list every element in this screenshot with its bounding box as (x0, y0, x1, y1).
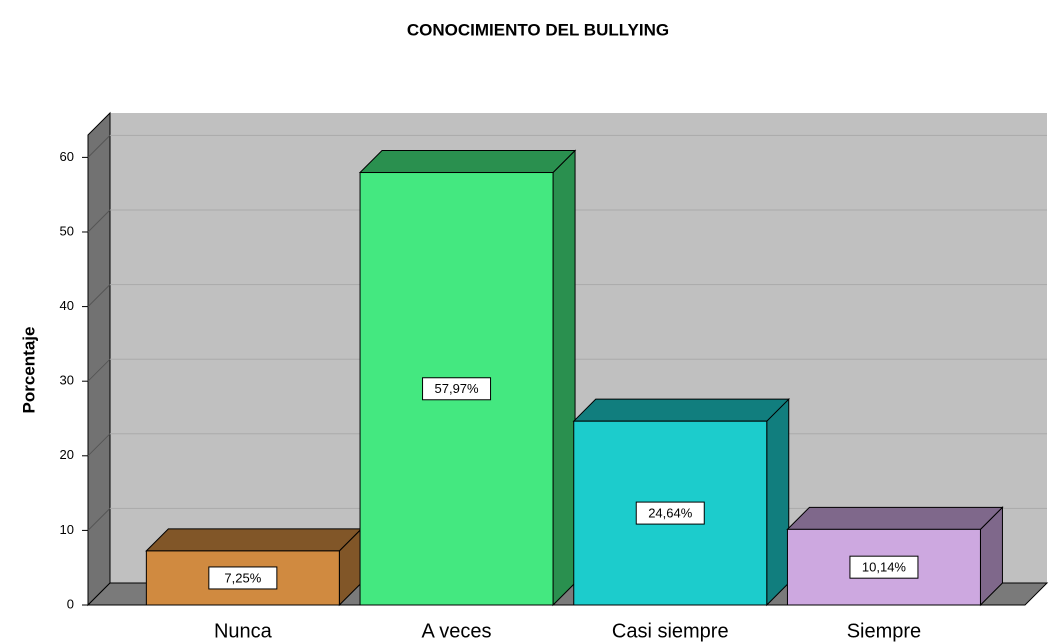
bar-side (552, 149, 576, 607)
y-axis-label: Porcentaje (19, 327, 38, 414)
grid-line-side (87, 433, 111, 457)
left-wall (87, 111, 111, 607)
y-tick-label: 50 (60, 223, 74, 238)
value-label: 24,64% (648, 506, 693, 521)
grid-line-side (87, 209, 111, 233)
bar-top (572, 398, 790, 422)
value-label-box (635, 501, 705, 525)
back-wall (110, 113, 1047, 583)
grid-line-side (87, 358, 111, 382)
y-tick-label: 0 (67, 596, 74, 611)
chart-title: CONOCIMIENTO DEL BULLYING (407, 20, 669, 39)
y-tick-label: 40 (60, 298, 74, 313)
y-tick-label: 20 (60, 447, 74, 462)
grid-line-side (87, 284, 111, 307)
value-label: 57,97% (435, 381, 480, 396)
x-tick-label: Siempre (847, 620, 921, 642)
value-label-box (422, 377, 492, 401)
grid-line-side (87, 508, 111, 531)
y-tick-label: 30 (60, 373, 74, 388)
y-tick-label: 10 (60, 522, 74, 537)
grid-line-side (87, 135, 111, 158)
x-tick-label: A veces (422, 620, 492, 642)
value-label: 7,25% (224, 570, 261, 585)
y-tick-label: 60 (60, 149, 74, 164)
value-label-box (849, 555, 919, 579)
x-tick-label: Nunca (214, 620, 273, 642)
x-tick-label: Casi siempre (612, 620, 729, 642)
value-label: 10,14% (862, 560, 907, 575)
value-label-box (208, 566, 278, 590)
bar-top (786, 506, 1004, 530)
bar-top (145, 528, 363, 552)
bar-top (358, 150, 577, 174)
bar-side (766, 397, 790, 607)
